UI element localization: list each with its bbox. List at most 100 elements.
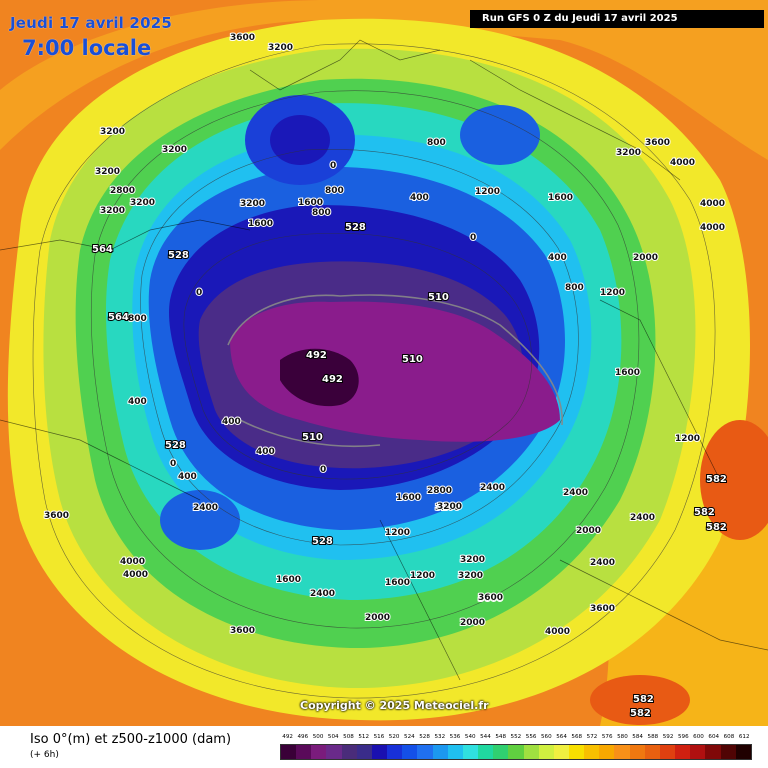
isotherm-label: 3200 (460, 555, 485, 565)
legend-tick: 492 (282, 734, 293, 740)
legend-swatch (508, 745, 524, 759)
isotherm-label: 4000 (545, 627, 570, 637)
isotherm-label: 1200 (675, 434, 700, 444)
geopotential-label: 492 (306, 350, 327, 361)
isotherm-label: 1200 (600, 288, 625, 298)
legend-tick: 496 (297, 734, 309, 740)
legend-tick: 560 (540, 734, 552, 740)
isotherm-label: 3200 (268, 43, 293, 53)
geopotential-label: 528 (165, 440, 186, 451)
legend-swatch (296, 745, 312, 759)
legend-tick: 564 (556, 734, 567, 740)
isotherm-label: 2000 (633, 253, 658, 263)
geopotential-label: 510 (302, 432, 323, 443)
legend-swatch (705, 745, 721, 759)
legend-footer: Iso 0°(m) et z500-z1000 (dam) (+ 6h) 492… (0, 726, 768, 768)
legend-tick: 520 (388, 734, 400, 740)
isotherm-label: 3600 (645, 138, 670, 148)
legend-swatch (447, 745, 463, 759)
legend-tick: 572 (586, 734, 598, 740)
isotherm-label: 3600 (230, 33, 255, 43)
legend-swatch (629, 745, 645, 759)
geopotential-label: 528 (312, 536, 333, 547)
isotherm-label: 3200 (616, 148, 641, 158)
isotherm-label: 3200 (458, 571, 483, 581)
legend-swatch (341, 745, 357, 759)
legend-tick: 512 (358, 734, 370, 740)
legend-tick: 544 (480, 734, 491, 740)
isotherm-field: 3200 3200 3200 3600 3200 3200 2800 3200 3200 1600… (0, 0, 768, 726)
isotherm-label: 800 (312, 208, 331, 218)
legend-swatch (599, 745, 615, 759)
isotherm-label: 1600 (548, 193, 573, 203)
legend-swatch (371, 745, 388, 759)
legend-tick: 540 (464, 734, 476, 740)
legend-tick: 568 (571, 734, 583, 740)
isotherm-label: 400 (178, 472, 197, 482)
color-legend: 492 496 500 504 508 512 516 520 524 528 532 536 540 5… (280, 734, 752, 760)
isotherm-label: 4000 (700, 199, 725, 209)
legend-tick: 588 (647, 734, 659, 740)
legend-tick-labels: 492 496 500 504 508 512 516 520 524 528 532 536 540 5… (280, 734, 752, 742)
legend-swatch (644, 745, 660, 759)
copyright-text: Copyright © 2025 Meteociel.fr (300, 699, 489, 712)
legend-tick: 600 (693, 734, 704, 740)
isotherm-label: 3200 (95, 167, 120, 177)
geopotential-label: 564 (108, 312, 129, 323)
legend-swatch (584, 745, 600, 759)
geopotential-label: 528 (345, 222, 366, 233)
isotherm-label: 2400 (630, 513, 655, 523)
legend-swatch (387, 745, 403, 759)
legend-tick: 504 (327, 734, 339, 740)
isotherm-label: 0 (470, 233, 476, 243)
isotherm-label: 1600 (396, 493, 421, 503)
legend-swatch (568, 745, 585, 759)
isotherm-label: 0 (330, 161, 336, 171)
isotherm-label: 1600 (248, 219, 273, 229)
isotherm-label: 2000 (365, 613, 390, 623)
isotherm-label: 800 (325, 186, 344, 196)
geopotential-label: 582 (633, 694, 654, 705)
isotherm-label: 0 (170, 459, 176, 469)
legend-tick: 592 (662, 734, 674, 740)
legend-tick: 500 (312, 734, 324, 740)
isotherm-label: 4000 (700, 223, 725, 233)
isotherm-label: 800 (565, 283, 584, 293)
legend-swatch (553, 745, 569, 759)
isotherm-label: 3200 (162, 145, 187, 155)
isotherm-label: 2000 (576, 526, 601, 536)
legend-swatch (311, 745, 327, 759)
isotherm-label: 2000 (460, 618, 485, 628)
legend-swatch (432, 745, 448, 759)
isotherm-label: 1200 (475, 187, 500, 197)
legend-tick: 556 (525, 734, 537, 740)
isotherm-label: 3200 (100, 206, 125, 216)
isotherm-label: 1200 (385, 528, 410, 538)
isotherm-label: 1600 (298, 198, 323, 208)
legend-tick: 516 (373, 734, 385, 740)
legend-tick: 548 (495, 734, 507, 740)
legend-color-bar (280, 744, 752, 760)
geopotential-label: 510 (402, 354, 423, 365)
isotherm-label: 4000 (120, 557, 145, 567)
legend-tick: 584 (632, 734, 643, 740)
geopotential-label: 564 (92, 244, 113, 255)
isotherm-label: 3600 (478, 594, 503, 604)
legend-swatch (659, 745, 676, 759)
geopotential-label: 528 (168, 250, 189, 261)
legend-tick: 576 (601, 734, 613, 740)
legend-swatch (538, 745, 554, 759)
geopotential-label: 582 (706, 474, 727, 485)
legend-tick: 608 (723, 734, 735, 740)
isotherm-label: 1200 (410, 571, 435, 581)
isotherm-label: 2400 (590, 558, 615, 568)
isotherm-label: 0 (196, 288, 202, 298)
legend-swatch (690, 745, 706, 759)
legend-swatch (356, 745, 372, 759)
legend-swatch (417, 745, 433, 759)
isotherm-label: 1600 (276, 575, 301, 585)
isotherm-label: 3200 (130, 198, 155, 208)
isotherm-label: 3600 (478, 593, 503, 603)
legend-swatch (493, 745, 509, 759)
geopotential-label: 510 (428, 292, 449, 303)
